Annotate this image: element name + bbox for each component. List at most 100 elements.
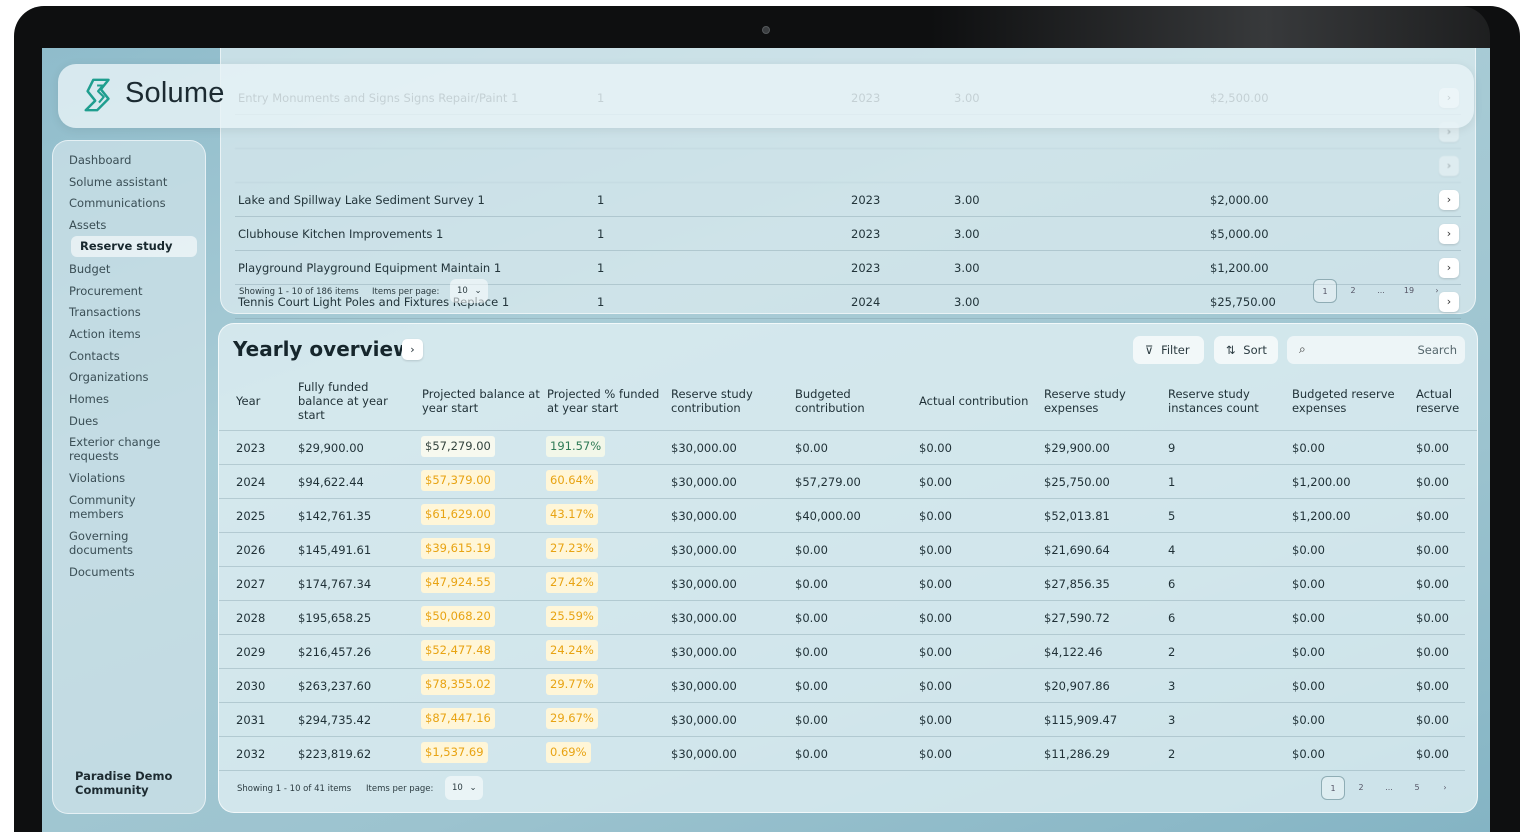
instances-count-cell: 5 (1168, 509, 1176, 523)
table-row[interactable]: Tennis Court Light Poles and Fixtures Re… (235, 285, 1461, 319)
table-row[interactable]: Clubhouse Kitchen Improvements 1 1 2023 3.0… (235, 217, 1461, 251)
reserve-study-contribution-cell: $30,000.00 (671, 679, 737, 693)
table-row[interactable]: 2027 $174,767.34 $47,924.55 27.42% $30,000.0… (219, 567, 1465, 601)
year-cell: 2032 (236, 747, 266, 761)
year-cell: 2029 (236, 645, 266, 659)
sidebar-item[interactable]: Documents (69, 565, 135, 579)
sidebar-item[interactable]: Exterior change requests (69, 435, 161, 463)
asset-year: 2023 (851, 193, 881, 207)
chevron-right-icon[interactable]: › (1439, 292, 1459, 312)
table-row[interactable]: 2023 $29,900.00 $57,279.00 191.57% $30,000.0… (219, 431, 1465, 465)
column-header[interactable]: Actual reserve expenses (1416, 387, 1464, 417)
table-row[interactable]: 2030 $263,237.60 $78,355.02 29.77% $30,000.0… (219, 669, 1465, 703)
sidebar-item[interactable]: Solume assistant (69, 175, 168, 189)
projected-percent-funded-cell: 0.69% (546, 742, 591, 763)
chevron-right-icon[interactable]: › (1439, 190, 1459, 210)
page-button[interactable]: 2 (1350, 286, 1356, 295)
table-row[interactable]: 2024 $94,622.44 $57,379.00 60.64% $30,000.00… (219, 465, 1465, 499)
yearly-items-per-page-select[interactable]: 10 ⌄ (445, 776, 483, 800)
column-header[interactable]: Projected % funded at year start (547, 387, 660, 415)
fully-funded-balance-cell: $142,761.35 (298, 509, 372, 523)
community-name[interactable]: Paradise Demo Community (75, 769, 173, 797)
fully-funded-balance-cell: $174,767.34 (298, 577, 372, 591)
assets-items-per-page-select[interactable]: 10 ⌄ (450, 279, 488, 303)
page-button[interactable]: 1 (1313, 279, 1337, 303)
column-header[interactable]: Year (236, 394, 261, 408)
asset-useful-life: 3.00 (954, 261, 980, 275)
sidebar-item[interactable]: Dues (69, 414, 99, 428)
column-header[interactable]: Reserve study instances count (1168, 387, 1259, 415)
page-button[interactable]: 2 (1358, 783, 1364, 792)
column-header[interactable]: Budgeted reserve expenses (1292, 387, 1395, 415)
chevron-right-icon[interactable]: › (1443, 783, 1447, 792)
chevron-right-icon[interactable]: › (1435, 286, 1439, 295)
projected-percent-funded-cell: 43.17% (546, 504, 598, 525)
sidebar-item[interactable]: Community members (69, 493, 136, 521)
reserve-study-expenses-cell: $11,286.29 (1044, 747, 1110, 761)
table-row[interactable]: › (235, 149, 1461, 183)
sidebar-item[interactable]: Procurement (69, 284, 143, 298)
sidebar-item[interactable]: Action items (69, 327, 141, 341)
budgeted-contribution-cell: $0.00 (795, 577, 828, 591)
sort-button[interactable]: ⇅ Sort (1214, 336, 1278, 364)
actual-reserve-expenses-cell: $0.00 (1416, 611, 1449, 625)
filter-button[interactable]: ⊽ Filter (1133, 336, 1204, 364)
sidebar-item[interactable]: Transactions (69, 305, 141, 319)
yearly-items-per-page-label: Items per page: (366, 784, 434, 794)
chevron-right-icon[interactable]: › (402, 339, 423, 360)
sidebar-item[interactable]: Homes (69, 392, 109, 406)
chevron-right-icon[interactable]: › (1439, 258, 1459, 278)
table-row[interactable]: Lake and Spillway Lake Sediment Survey 1… (235, 183, 1461, 217)
page-button[interactable]: 19 (1403, 286, 1415, 295)
year-cell: 2024 (236, 475, 266, 489)
sidebar-item[interactable]: Assets (69, 218, 107, 232)
page-button[interactable]: 5 (1414, 783, 1420, 792)
assets-items-per-page-label: Items per page: (372, 287, 440, 297)
sidebar-item[interactable]: Reserve study (71, 236, 197, 257)
sidebar-item[interactable]: Governing documents (69, 529, 134, 557)
budgeted-reserve-expenses-cell: $0.00 (1292, 747, 1325, 761)
table-header: Year Fully funded balance at year start Pr… (219, 377, 1477, 431)
projected-balance-cell: $50,068.20 (421, 606, 495, 627)
budgeted-contribution-cell: $0.00 (795, 713, 828, 727)
sidebar-item[interactable]: Organizations (69, 370, 149, 384)
reserve-study-contribution-cell: $30,000.00 (671, 543, 737, 557)
fully-funded-balance-cell: $195,658.25 (298, 611, 372, 625)
table-row[interactable]: 2028 $195,658.25 $50,068.20 25.59% $30,000.0… (219, 601, 1465, 635)
page-button[interactable]: ... (1377, 286, 1385, 295)
sidebar-item[interactable]: Budget (69, 262, 111, 276)
chevron-right-icon[interactable]: › (1439, 156, 1459, 176)
budgeted-contribution-cell: $0.00 (795, 611, 828, 625)
budgeted-contribution-cell: $0.00 (795, 645, 828, 659)
column-header[interactable]: Reserve study expenses (1044, 387, 1126, 415)
solume-logo-icon (84, 78, 110, 112)
table-row[interactable]: 2026 $145,491.61 $39,615.19 27.23% $30,000.0… (219, 533, 1465, 567)
column-header[interactable]: Fully funded balance at year start (298, 380, 388, 422)
budgeted-contribution-cell: $0.00 (795, 441, 828, 455)
actual-contribution-cell: $0.00 (919, 679, 952, 693)
budgeted-reserve-expenses-cell: $1,200.00 (1292, 475, 1351, 489)
asset-quantity: 1 (597, 193, 605, 207)
budgeted-reserve-expenses-cell: $1,200.00 (1292, 509, 1351, 523)
column-header[interactable]: Reserve study contribution (671, 387, 753, 415)
sidebar-item[interactable]: Communications (69, 196, 166, 210)
asset-quantity: 1 (597, 261, 605, 275)
sidebar-item[interactable]: Violations (69, 471, 126, 485)
projected-percent-funded-cell: 24.24% (546, 640, 598, 661)
table-row[interactable]: Playground Playground Equipment Maintain… (235, 251, 1461, 285)
budgeted-reserve-expenses-cell: $0.00 (1292, 679, 1325, 693)
column-header[interactable]: Actual contribution (919, 394, 1029, 408)
page-button[interactable]: ... (1385, 783, 1393, 792)
sidebar-item[interactable]: Contacts (69, 349, 120, 363)
table-row[interactable]: 2025 $142,761.35 $61,629.00 43.17% $30,000.0… (219, 499, 1465, 533)
table-row[interactable]: 2029 $216,457.26 $52,477.48 24.24% $30,000.0… (219, 635, 1465, 669)
table-row[interactable]: 2031 $294,735.42 $87,447.16 29.67% $30,000.0… (219, 703, 1465, 737)
table-row[interactable]: 2032 $223,819.62 $1,537.69 0.69% $30,000.00 $… (219, 737, 1465, 771)
chevron-right-icon[interactable]: › (1439, 224, 1459, 244)
page-button[interactable]: 1 (1321, 776, 1345, 800)
sidebar-item[interactable]: Dashboard (69, 153, 132, 167)
column-header[interactable]: Budgeted contribution (795, 387, 865, 415)
column-header[interactable]: Projected balance at year start (422, 387, 540, 415)
search-input[interactable] (1317, 336, 1457, 364)
search-field[interactable]: ⌕ (1287, 336, 1465, 364)
